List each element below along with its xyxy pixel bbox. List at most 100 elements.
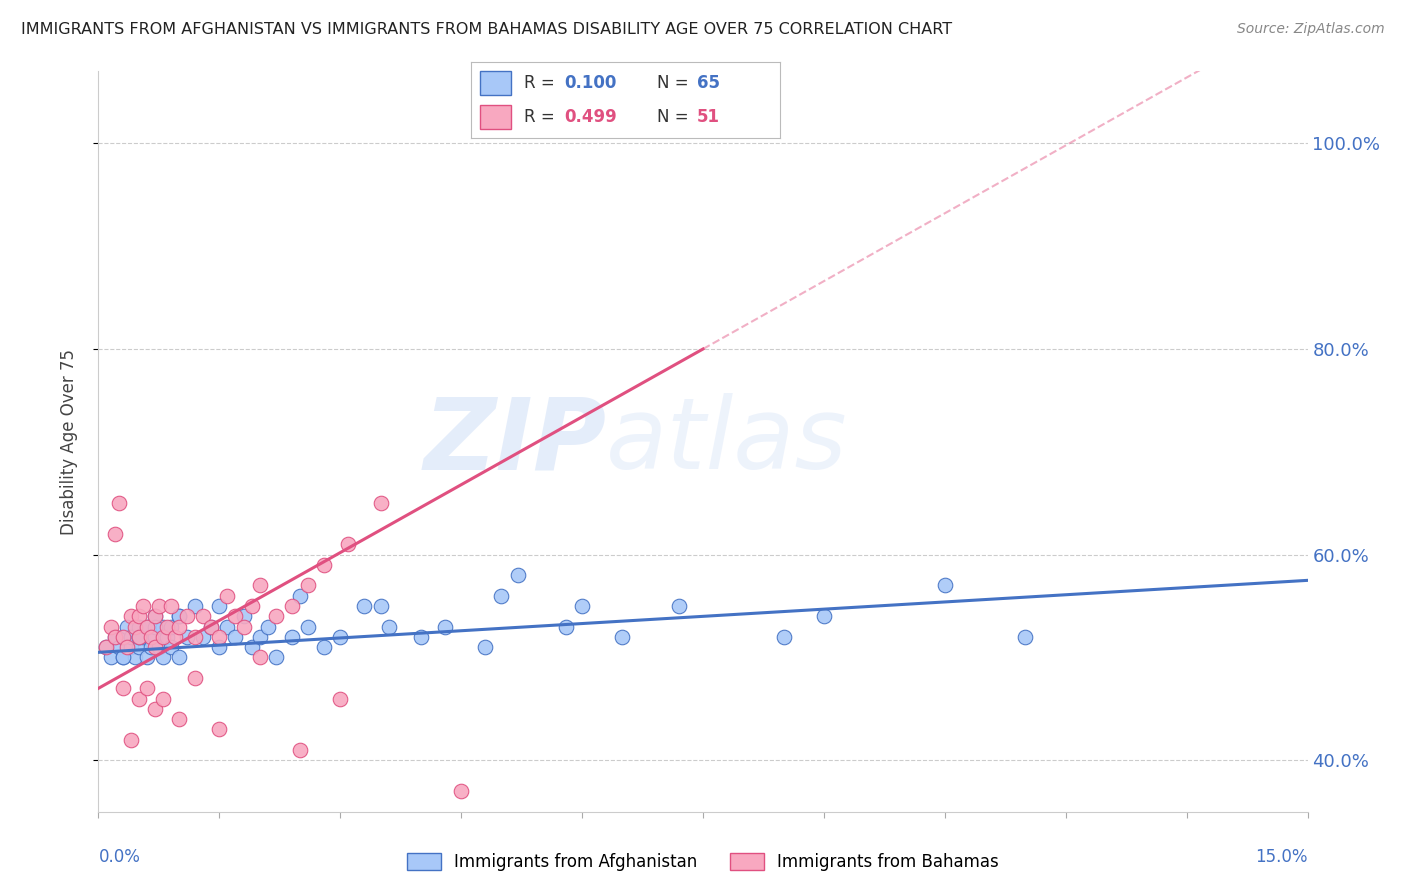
Point: [377, 620, 399, 634]
Text: N =: N =: [657, 74, 693, 92]
Point: [264, 609, 287, 624]
Point: [128, 609, 150, 624]
Text: ZIP: ZIP: [423, 393, 606, 490]
Text: 0.0%: 0.0%: [98, 847, 141, 866]
Point: [232, 609, 254, 624]
Point: [314, 558, 336, 572]
Point: [167, 609, 190, 624]
Point: [115, 620, 138, 634]
Point: [256, 620, 278, 634]
Point: [249, 650, 271, 665]
Point: [152, 650, 174, 665]
Point: [450, 784, 472, 798]
Point: [143, 620, 166, 634]
Point: [143, 702, 166, 716]
Point: [96, 640, 118, 655]
Point: [193, 630, 215, 644]
Point: [103, 630, 125, 644]
Point: [249, 630, 271, 644]
Point: [249, 578, 271, 592]
Point: [103, 527, 125, 541]
Point: [491, 589, 513, 603]
FancyBboxPatch shape: [481, 70, 512, 95]
Point: [152, 630, 174, 644]
Point: [135, 620, 157, 634]
Point: [156, 630, 179, 644]
Point: [240, 640, 263, 655]
Point: [111, 650, 134, 665]
Point: [224, 609, 246, 624]
Point: [160, 640, 183, 655]
Point: [555, 620, 578, 634]
Point: [96, 640, 118, 655]
Point: [668, 599, 690, 613]
Text: IMMIGRANTS FROM AFGHANISTAN VS IMMIGRANTS FROM BAHAMAS DISABILITY AGE OVER 75 CO: IMMIGRANTS FROM AFGHANISTAN VS IMMIGRANT…: [21, 22, 952, 37]
Point: [160, 620, 183, 634]
Point: [135, 681, 157, 696]
Point: [434, 620, 457, 634]
Text: Source: ZipAtlas.com: Source: ZipAtlas.com: [1237, 22, 1385, 37]
Point: [148, 599, 170, 613]
Point: [128, 691, 150, 706]
Point: [107, 640, 129, 655]
Point: [297, 620, 319, 634]
Point: [128, 630, 150, 644]
Point: [232, 620, 254, 634]
Point: [160, 599, 183, 613]
Point: [128, 630, 150, 644]
Point: [281, 630, 304, 644]
Point: [167, 609, 190, 624]
Point: [288, 743, 311, 757]
Point: [370, 599, 392, 613]
Point: [329, 630, 352, 644]
Point: [111, 650, 134, 665]
Text: 65: 65: [697, 74, 720, 92]
Text: R =: R =: [523, 74, 560, 92]
Point: [120, 732, 142, 747]
Point: [156, 620, 179, 634]
Point: [208, 599, 231, 613]
Point: [353, 599, 375, 613]
Point: [281, 599, 304, 613]
Point: [139, 640, 162, 655]
Point: [288, 589, 311, 603]
Point: [297, 578, 319, 592]
Point: [409, 630, 432, 644]
FancyBboxPatch shape: [481, 105, 512, 129]
Point: [934, 578, 956, 592]
Point: [176, 609, 198, 624]
Point: [148, 640, 170, 655]
Point: [107, 496, 129, 510]
Point: [143, 609, 166, 624]
Point: [208, 640, 231, 655]
Point: [208, 723, 231, 737]
Point: [370, 496, 392, 510]
Point: [224, 630, 246, 644]
Point: [128, 640, 150, 655]
Point: [100, 620, 122, 634]
Y-axis label: Disability Age Over 75: Disability Age Over 75: [59, 349, 77, 534]
Point: [163, 630, 186, 644]
Point: [184, 630, 207, 644]
Text: 0.499: 0.499: [564, 108, 617, 126]
Point: [128, 620, 150, 634]
Text: 15.0%: 15.0%: [1256, 847, 1308, 866]
Point: [329, 691, 352, 706]
Point: [813, 609, 835, 624]
Point: [264, 650, 287, 665]
Point: [200, 620, 222, 634]
Point: [143, 609, 166, 624]
Point: [571, 599, 593, 613]
Point: [176, 630, 198, 644]
Point: [111, 681, 134, 696]
Point: [772, 630, 794, 644]
Point: [240, 599, 263, 613]
Point: [111, 630, 134, 644]
Text: atlas: atlas: [606, 393, 848, 490]
Point: [135, 620, 157, 634]
Point: [217, 620, 239, 634]
Point: [200, 620, 222, 634]
Point: [100, 650, 122, 665]
Point: [208, 630, 231, 644]
Point: [1014, 630, 1036, 644]
